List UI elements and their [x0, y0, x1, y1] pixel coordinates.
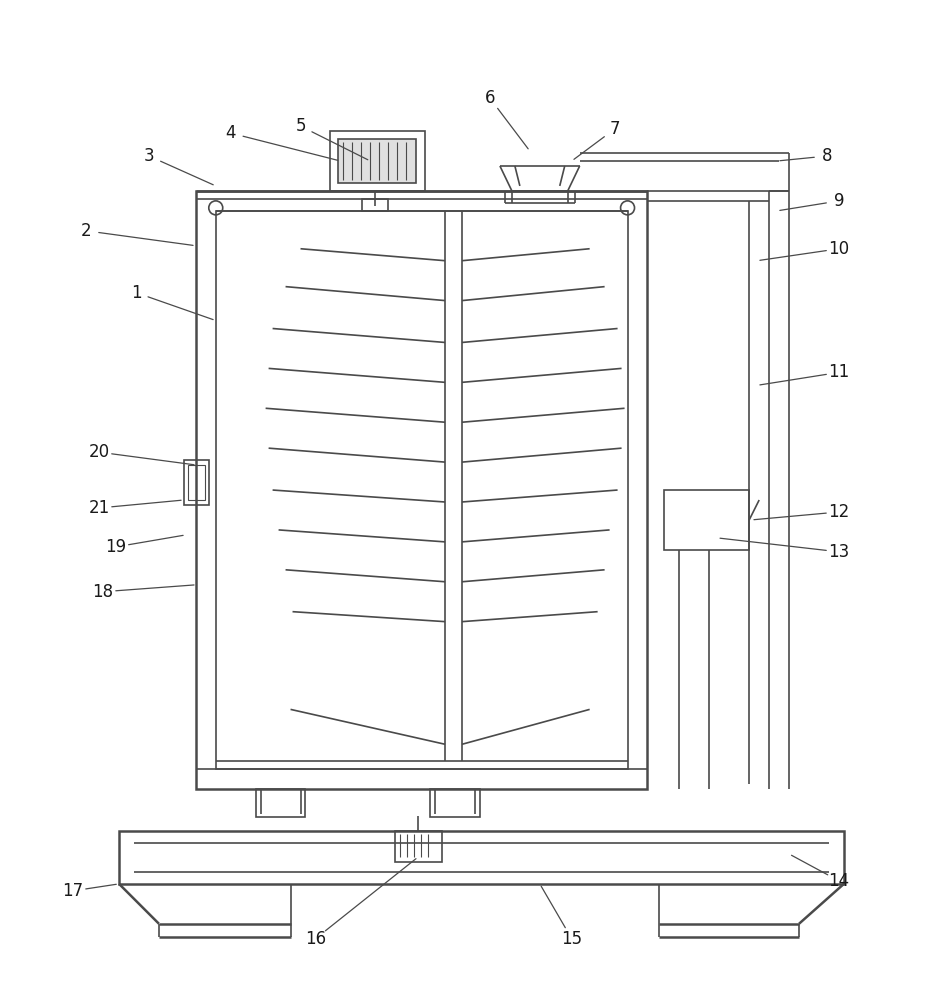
Text: 15: 15: [562, 930, 582, 948]
Bar: [188, 465, 205, 500]
Bar: [338, 139, 416, 183]
Bar: [119, 831, 844, 884]
Text: 1: 1: [131, 284, 141, 302]
Text: 10: 10: [829, 240, 849, 258]
Bar: [430, 789, 480, 817]
Bar: [665, 490, 749, 550]
Text: 4: 4: [225, 124, 236, 142]
Text: 3: 3: [144, 147, 154, 165]
Text: 21: 21: [88, 499, 110, 517]
Text: 11: 11: [829, 363, 849, 381]
Text: 18: 18: [93, 583, 114, 601]
Text: 6: 6: [485, 89, 495, 107]
Text: 9: 9: [833, 192, 844, 210]
Text: 14: 14: [829, 872, 849, 890]
Bar: [363, 199, 388, 211]
Text: 2: 2: [80, 222, 92, 240]
Bar: [184, 460, 208, 505]
Text: 16: 16: [305, 930, 326, 948]
Bar: [395, 831, 442, 862]
Bar: [331, 131, 425, 191]
Text: 19: 19: [105, 538, 127, 556]
Text: 8: 8: [822, 147, 832, 165]
Bar: [216, 211, 628, 769]
Text: 7: 7: [609, 120, 620, 138]
Text: 17: 17: [63, 882, 83, 900]
Text: 20: 20: [88, 443, 110, 461]
Text: 13: 13: [829, 543, 849, 561]
Bar: [256, 789, 306, 817]
Bar: [196, 191, 648, 789]
Text: 5: 5: [295, 117, 306, 135]
Text: 12: 12: [829, 503, 849, 521]
